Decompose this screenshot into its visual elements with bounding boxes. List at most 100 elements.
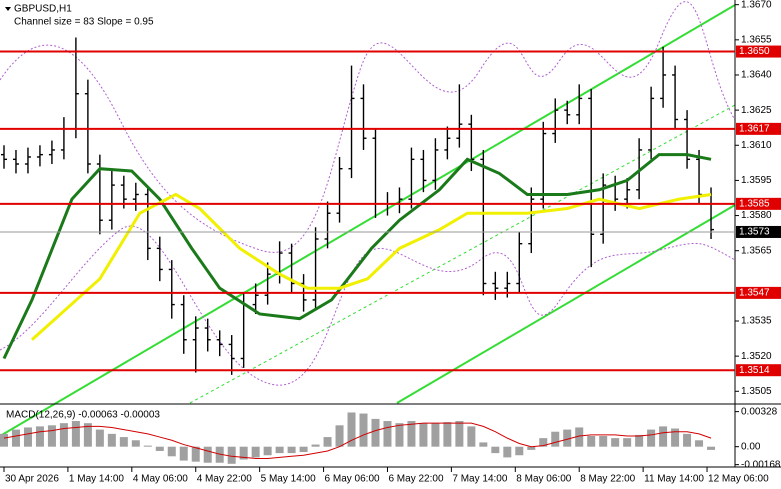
- macd-bar: [371, 418, 380, 447]
- macd-title: MACD(12,26,9) -0.00063 -0.00003: [6, 410, 160, 421]
- macd-bar: [587, 436, 596, 447]
- macd-bar: [563, 429, 572, 447]
- y-tick-label: 1.3670: [741, 0, 772, 10]
- signal-line: [3, 422, 712, 459]
- macd-bar: [167, 446, 176, 457]
- x-tick-label: 6 May 22:00: [388, 474, 443, 485]
- envelope-upper: [0, 1, 736, 253]
- x-tick-label: 8 May 22:00: [580, 474, 635, 485]
- y-tick-label: 1.3610: [741, 140, 772, 151]
- macd-bar: [599, 436, 608, 447]
- macd-bar: [383, 421, 392, 447]
- macd-bar: [203, 446, 212, 463]
- level-tag: [736, 364, 781, 377]
- x-tick-label: 12 May 06:00: [708, 474, 769, 485]
- macd-bar: [659, 426, 668, 447]
- macd-bar: [407, 421, 416, 447]
- macd-bar: [575, 427, 584, 447]
- macd-bar: [647, 429, 656, 447]
- symbol-title: GBPUSD,H1: [14, 4, 72, 15]
- macd-bar: [95, 429, 104, 447]
- macd-bar: [131, 440, 140, 447]
- y-tick-label: 1.3580: [741, 210, 772, 221]
- macd-bar: [635, 434, 644, 447]
- channel-info: Channel size = 83 Slope = 0.95: [14, 17, 154, 28]
- macd-bar: [275, 446, 284, 454]
- x-tick-label: 5 May 14:00: [261, 474, 316, 485]
- macd-bar: [191, 446, 200, 462]
- macd-bar: [671, 428, 680, 447]
- x-tick-label: 1 May 14:00: [69, 474, 124, 485]
- macd-bar: [515, 446, 524, 456]
- macd-bar: [419, 423, 428, 447]
- x-tick-label: 4 May 06:00: [133, 474, 188, 485]
- macd-bar: [23, 427, 32, 447]
- macd-bar: [335, 425, 344, 447]
- y-tick-label: 1.3625: [741, 105, 772, 116]
- macd-bar: [251, 446, 260, 458]
- envelope-lower: [0, 225, 736, 386]
- y-tick-label: 0.00: [741, 441, 761, 452]
- macd-bar: [695, 440, 704, 447]
- macd-bar: [455, 421, 464, 447]
- macd-bar: [119, 437, 128, 447]
- macd-bar: [35, 426, 44, 447]
- channel-upper: [0, 4, 736, 437]
- current-price-tag: [736, 225, 781, 238]
- macd-bar: [431, 423, 440, 447]
- macd-bar: [227, 446, 236, 464]
- level-label: 1.3547: [739, 288, 770, 299]
- current-price-label: 1.3573: [739, 227, 770, 238]
- level-tag: [736, 286, 781, 299]
- macd-bar: [323, 437, 332, 447]
- y-tick-label: 1.3505: [741, 386, 772, 397]
- macd-bar: [287, 446, 296, 454]
- macd-bar: [179, 446, 188, 461]
- symbol-icon: [5, 7, 11, 11]
- macd-bar: [59, 423, 68, 447]
- macd-bar: [239, 446, 248, 460]
- moving-average: [2, 153, 712, 360]
- macd-bar: [707, 446, 716, 450]
- x-tick-label: 4 May 22:00: [197, 474, 252, 485]
- x-tick-label: 30 Apr 2026: [5, 474, 59, 485]
- y-tick-label: 1.3535: [741, 316, 772, 327]
- level-label: 1.3514: [739, 365, 770, 376]
- x-tick-label: 6 May 06:00: [325, 474, 380, 485]
- macd-bar: [143, 445, 152, 447]
- macd-bar: [395, 423, 404, 447]
- macd-bar: [71, 421, 80, 447]
- y-tick-label: 1.3655: [741, 34, 772, 45]
- x-tick-label: 7 May 14:00: [452, 474, 507, 485]
- level-label: 1.3617: [739, 124, 770, 135]
- macd-bar: [683, 433, 692, 447]
- macd-bar: [467, 426, 476, 447]
- macd-bar: [611, 438, 620, 447]
- y-tick-label: -0.00168: [741, 459, 781, 470]
- macd-bar: [263, 446, 272, 456]
- macd-bar: [479, 442, 488, 447]
- x-tick-label: 8 May 06:00: [516, 474, 571, 485]
- macd-bar: [83, 423, 92, 447]
- level-tag: [736, 197, 781, 210]
- y-tick-label: 1.3520: [741, 351, 772, 362]
- macd-bar: [503, 446, 512, 458]
- macd-bar: [359, 413, 368, 447]
- macd-bar: [491, 446, 500, 454]
- level-tag: [736, 122, 781, 135]
- macd-bar: [107, 433, 116, 447]
- macd-bar: [0, 433, 8, 447]
- macd-bar: [155, 446, 164, 451]
- macd-bar: [11, 429, 20, 447]
- level-label: 1.3585: [739, 198, 770, 209]
- y-tick-label: 1.3565: [741, 245, 772, 256]
- macd-bar: [299, 446, 308, 453]
- macd-bar: [443, 422, 452, 447]
- macd-bar: [539, 438, 548, 447]
- y-tick-label: 1.3595: [741, 175, 772, 186]
- macd-bar: [623, 438, 632, 447]
- macd-bar: [551, 431, 560, 447]
